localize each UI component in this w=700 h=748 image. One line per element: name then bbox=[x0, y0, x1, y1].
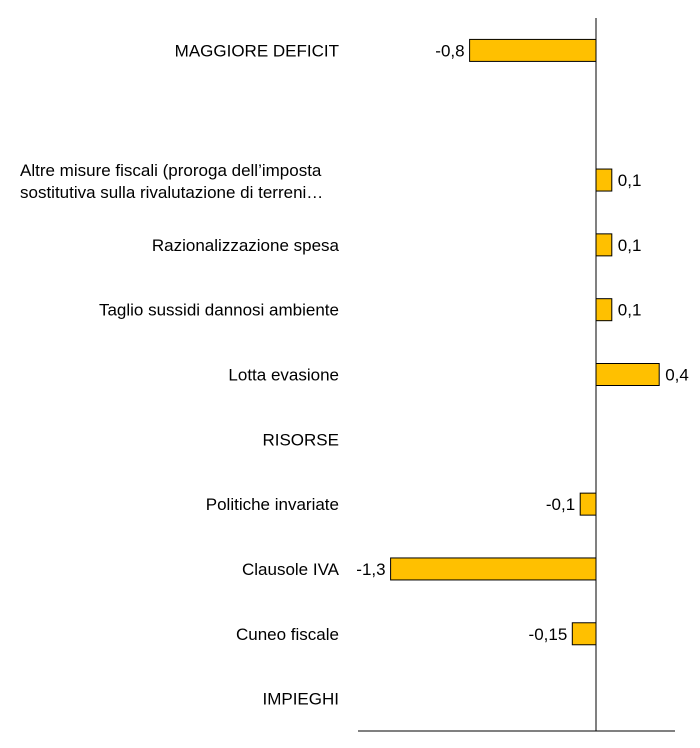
bar bbox=[595, 168, 613, 192]
bar bbox=[595, 233, 613, 257]
bar bbox=[579, 492, 597, 516]
category-label: Lotta evasione bbox=[228, 366, 339, 385]
value-label: 0,1 bbox=[618, 301, 642, 320]
category-label: IMPIEGHI bbox=[262, 690, 339, 709]
bar bbox=[595, 298, 613, 322]
bar bbox=[390, 557, 597, 581]
value-label: 0,1 bbox=[618, 171, 642, 190]
category-labels: MAGGIORE DEFICIT Altre misure fiscali (pr… bbox=[20, 41, 340, 708]
bars bbox=[390, 38, 660, 646]
category-label: Razionalizzazione spesa bbox=[152, 236, 340, 255]
category-label: Politiche invariate bbox=[206, 495, 339, 514]
value-label: -0,8 bbox=[435, 41, 464, 60]
value-labels: -0,8 0,1 0,1 0,1 0,4 -0,1 -1,3 -0,15 bbox=[356, 41, 689, 643]
value-label: -0,1 bbox=[546, 495, 575, 514]
value-label: -0,15 bbox=[529, 625, 568, 644]
value-label: -1,3 bbox=[356, 560, 385, 579]
category-label: RISORSE bbox=[262, 430, 339, 449]
category-label: MAGGIORE DEFICIT bbox=[175, 41, 339, 60]
value-label: 0,1 bbox=[618, 236, 642, 255]
value-label: 0,4 bbox=[665, 366, 689, 385]
bar bbox=[595, 363, 660, 386]
category-label: Taglio sussidi dannosi ambiente bbox=[99, 301, 339, 320]
category-label: Cuneo fiscale bbox=[236, 625, 339, 644]
category-label: Altre misure fiscali (proroga dell’impos… bbox=[20, 161, 323, 202]
bar bbox=[571, 622, 597, 646]
category-label: Clausole IVA bbox=[242, 560, 340, 579]
bar bbox=[469, 38, 597, 62]
